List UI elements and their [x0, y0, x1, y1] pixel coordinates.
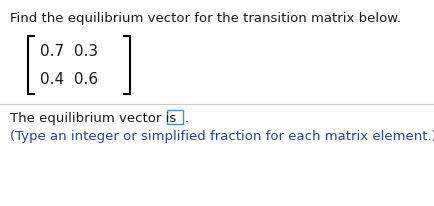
- Text: 0.4  0.6: 0.4 0.6: [40, 72, 98, 87]
- Text: .: .: [185, 111, 189, 124]
- Text: (Type an integer or simplified fraction for each matrix element.): (Type an integer or simplified fraction …: [10, 129, 434, 142]
- Text: Find the equilibrium vector for the transition matrix below.: Find the equilibrium vector for the tran…: [10, 12, 401, 25]
- Text: The equilibrium vector is: The equilibrium vector is: [10, 111, 176, 124]
- Bar: [167, 110, 183, 124]
- Text: 0.7  0.3: 0.7 0.3: [40, 44, 98, 59]
